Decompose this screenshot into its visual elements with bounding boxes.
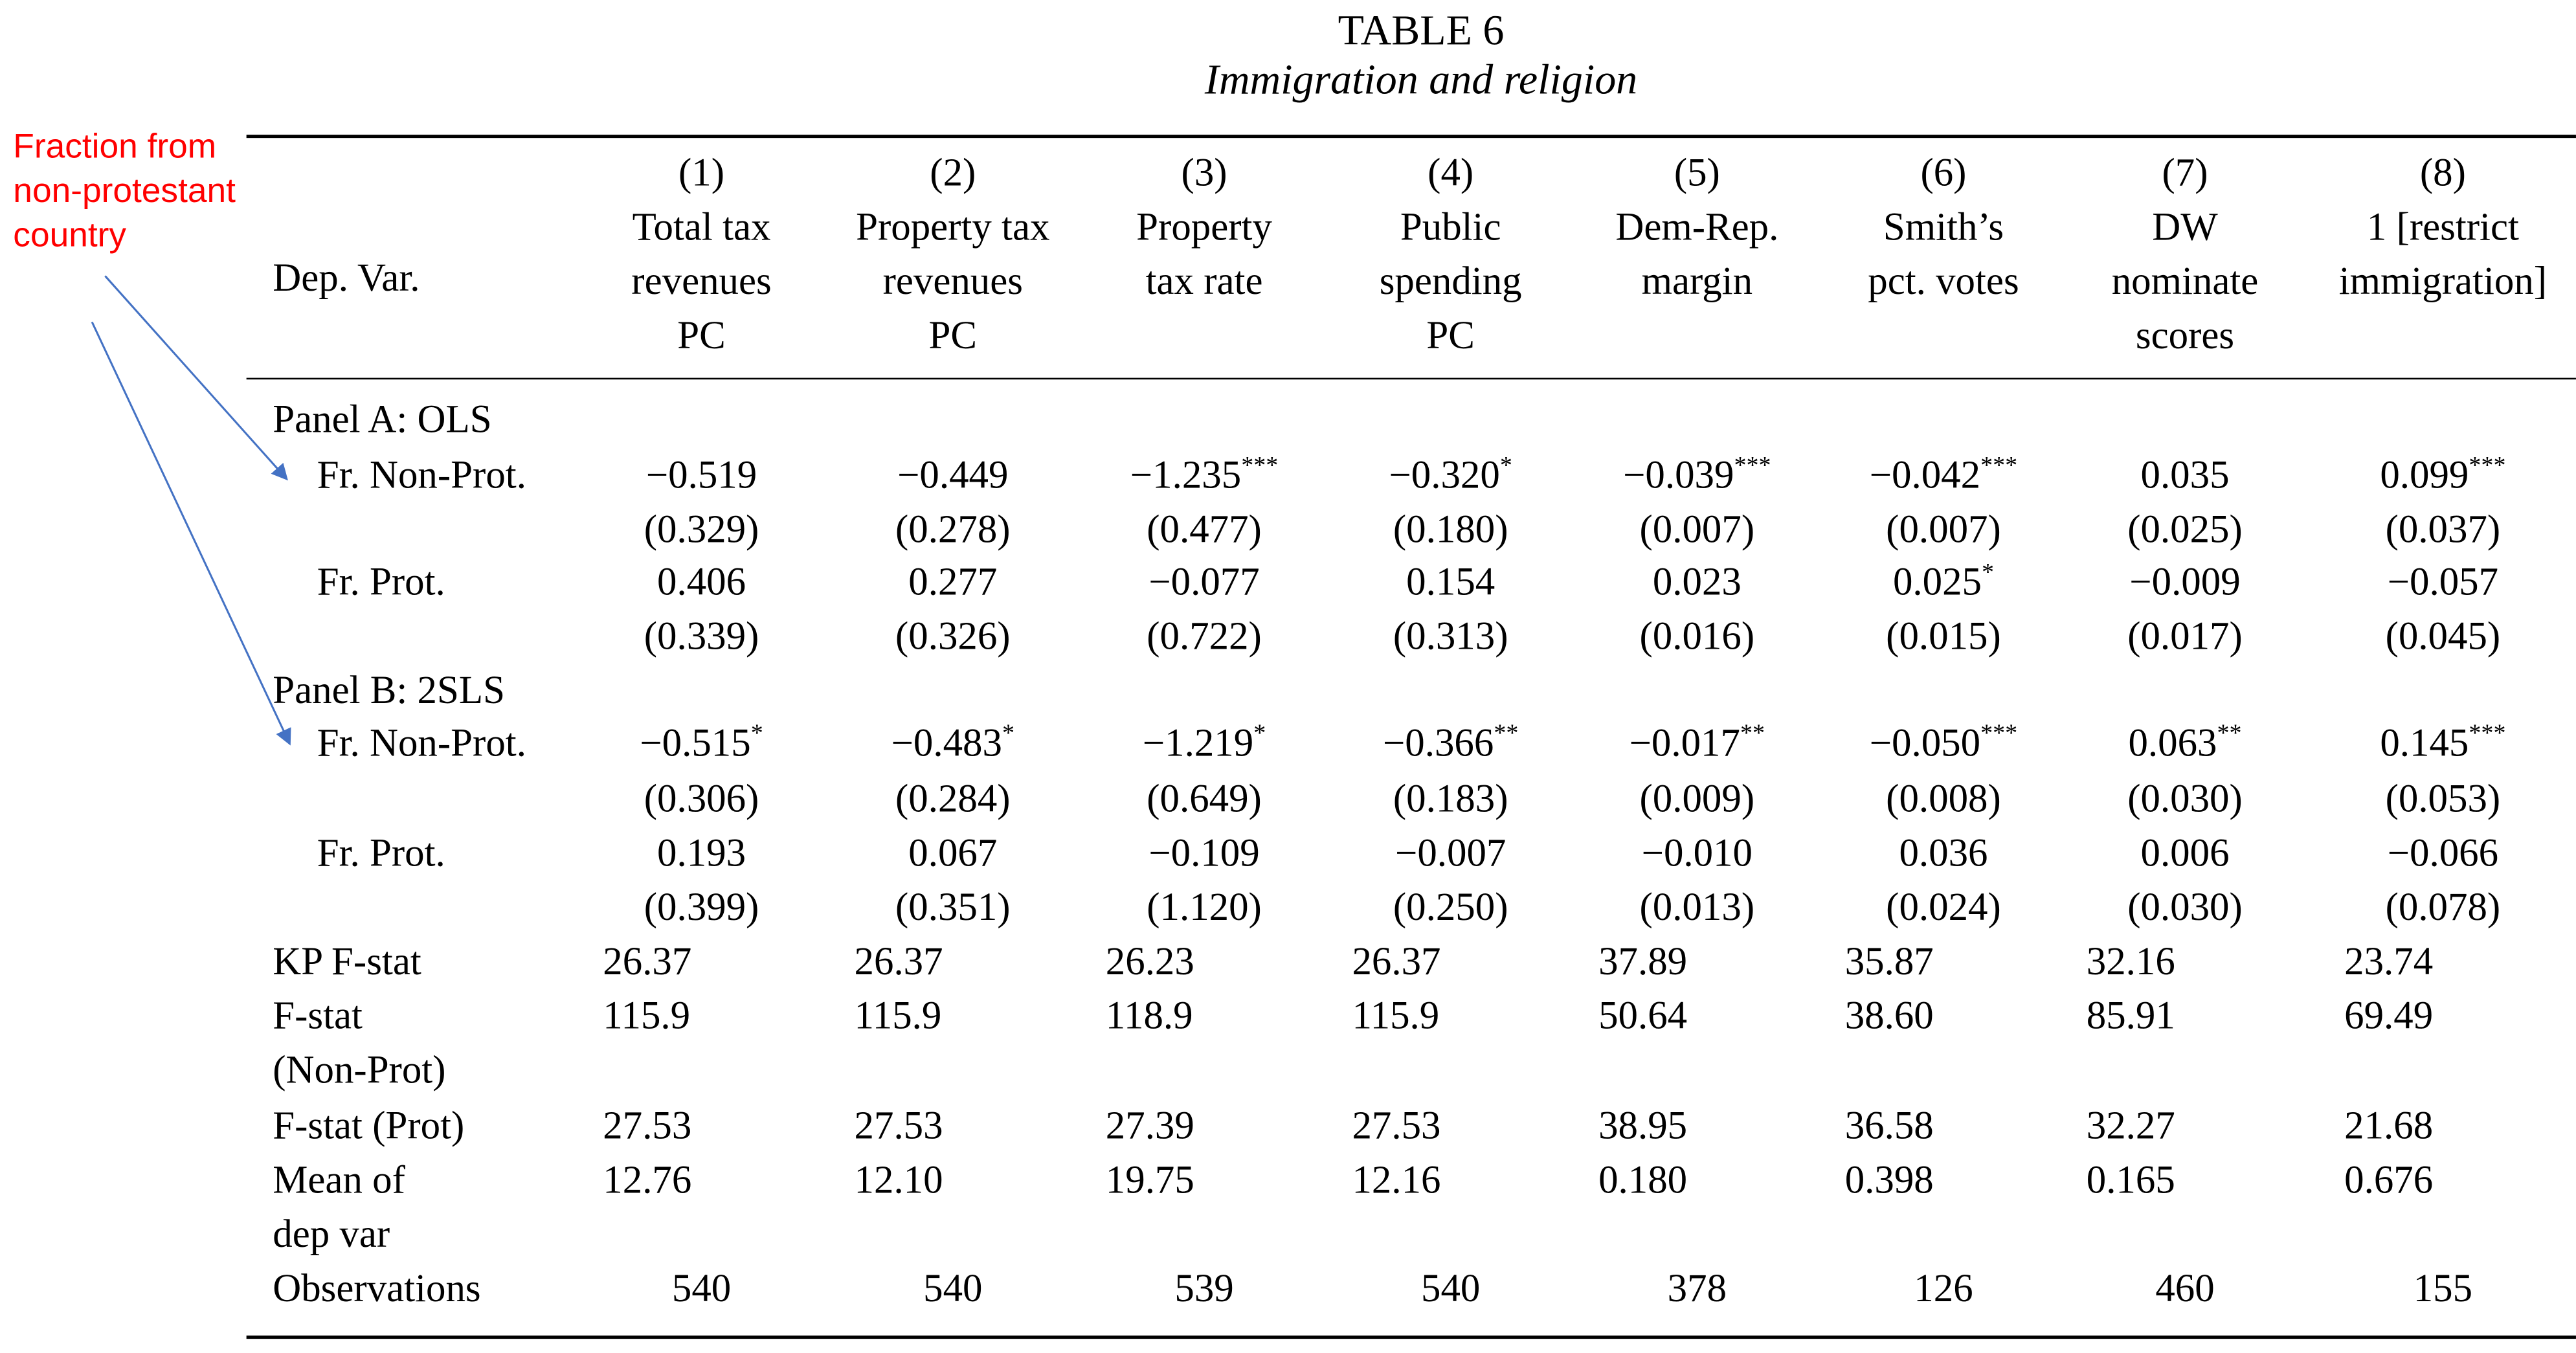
arrow-to-2sls xyxy=(92,322,289,743)
arrow-to-ols xyxy=(105,276,286,478)
